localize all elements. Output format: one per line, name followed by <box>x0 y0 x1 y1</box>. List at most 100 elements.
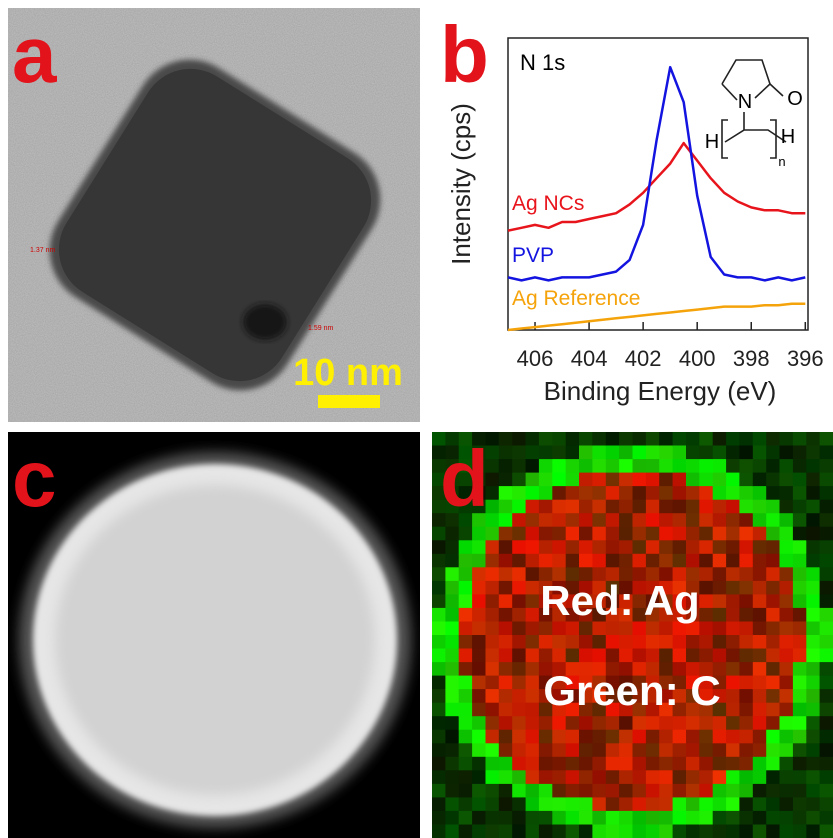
map-pixel <box>793 676 807 690</box>
map-pixel <box>806 716 820 730</box>
map-pixel <box>539 743 553 757</box>
map-pixel <box>566 797 580 811</box>
map-pixel <box>806 446 820 460</box>
map-pixel <box>766 540 780 554</box>
map-pixel <box>646 554 660 568</box>
map-pixel <box>699 554 713 568</box>
map-pixel <box>793 811 807 825</box>
map-pixel <box>633 527 647 541</box>
map-pixel <box>606 500 620 514</box>
map-pixel <box>793 500 807 514</box>
map-pixel <box>713 540 727 554</box>
map-pixel <box>539 825 553 838</box>
map-pixel <box>726 635 740 649</box>
map-pixel <box>499 689 513 703</box>
map-pixel <box>820 608 833 622</box>
map-pixel <box>686 459 700 473</box>
map-pixel <box>526 608 540 622</box>
map-pixel <box>619 811 633 825</box>
map-pixel <box>539 473 553 487</box>
map-pixel <box>766 757 780 771</box>
map-pixel <box>539 513 553 527</box>
map-pixel <box>820 567 833 581</box>
map-pixel <box>739 581 753 595</box>
map-pixel <box>472 527 486 541</box>
map-pixel <box>566 432 580 446</box>
map-pixel <box>472 716 486 730</box>
map-pixel <box>806 608 820 622</box>
map-pixel <box>432 716 446 730</box>
map-pixel <box>486 784 500 798</box>
map-pixel <box>499 432 513 446</box>
panel-a: 1.37 nm 1.59 nm 10 nm <box>8 8 420 422</box>
map-pixel <box>726 540 740 554</box>
map-pixel <box>753 527 767 541</box>
map-pixel <box>793 743 807 757</box>
map-pixel <box>739 825 753 838</box>
map-pixel <box>592 527 606 541</box>
map-pixel <box>566 473 580 487</box>
map-pixel <box>793 527 807 541</box>
map-pixel <box>432 635 446 649</box>
map-pixel <box>780 716 794 730</box>
map-pixel <box>659 757 673 771</box>
map-pixel <box>780 770 794 784</box>
map-pixel <box>646 649 660 663</box>
map-pixel <box>806 540 820 554</box>
map-pixel <box>539 784 553 798</box>
map-pixel <box>780 676 794 690</box>
map-pixel <box>686 730 700 744</box>
map-pixel <box>726 730 740 744</box>
map-pixel <box>619 513 633 527</box>
map-pixel <box>726 676 740 690</box>
map-pixel <box>592 432 606 446</box>
map-pixel <box>606 527 620 541</box>
map-pixel <box>659 797 673 811</box>
map-pixel <box>592 486 606 500</box>
map-pixel <box>566 446 580 460</box>
map-pixel <box>579 554 593 568</box>
bond <box>725 112 786 142</box>
map-pixel <box>499 527 513 541</box>
map-pixel <box>713 649 727 663</box>
panel-b: b N 1s Binding Energy (eV) Intensity (cp… <box>440 10 824 406</box>
map-pixel <box>432 649 446 663</box>
map-pixel <box>646 797 660 811</box>
map-pixel <box>780 581 794 595</box>
map-pixel <box>526 811 540 825</box>
map-pixel <box>619 473 633 487</box>
map-pixel <box>739 446 753 460</box>
map-pixel <box>619 635 633 649</box>
map-pixel <box>713 500 727 514</box>
map-pixel <box>472 608 486 622</box>
map-pixel <box>459 703 473 717</box>
map-pixel <box>566 825 580 838</box>
map-pixel <box>512 432 526 446</box>
map-pixel <box>820 730 833 744</box>
map-pixel <box>472 554 486 568</box>
map-pixel <box>499 662 513 676</box>
map-pixel <box>673 784 687 798</box>
map-pixel <box>739 743 753 757</box>
map-pixel <box>820 581 833 595</box>
map-pixel <box>512 635 526 649</box>
map-pixel <box>713 432 727 446</box>
map-pixel <box>793 689 807 703</box>
map-pixel <box>673 513 687 527</box>
map-pixel <box>673 432 687 446</box>
map-pixel <box>486 635 500 649</box>
map-pixel <box>806 703 820 717</box>
map-pixel <box>539 730 553 744</box>
map-pixel <box>753 743 767 757</box>
map-pixel <box>820 554 833 568</box>
map-pixel <box>726 446 740 460</box>
map-pixel <box>699 432 713 446</box>
map-pixel <box>459 730 473 744</box>
map-pixel <box>806 770 820 784</box>
map-pixel <box>445 581 459 595</box>
map-pixel <box>806 825 820 838</box>
panel-label: a <box>12 10 57 99</box>
map-pixel <box>592 540 606 554</box>
map-pixel <box>499 622 513 636</box>
map-pixel <box>512 567 526 581</box>
